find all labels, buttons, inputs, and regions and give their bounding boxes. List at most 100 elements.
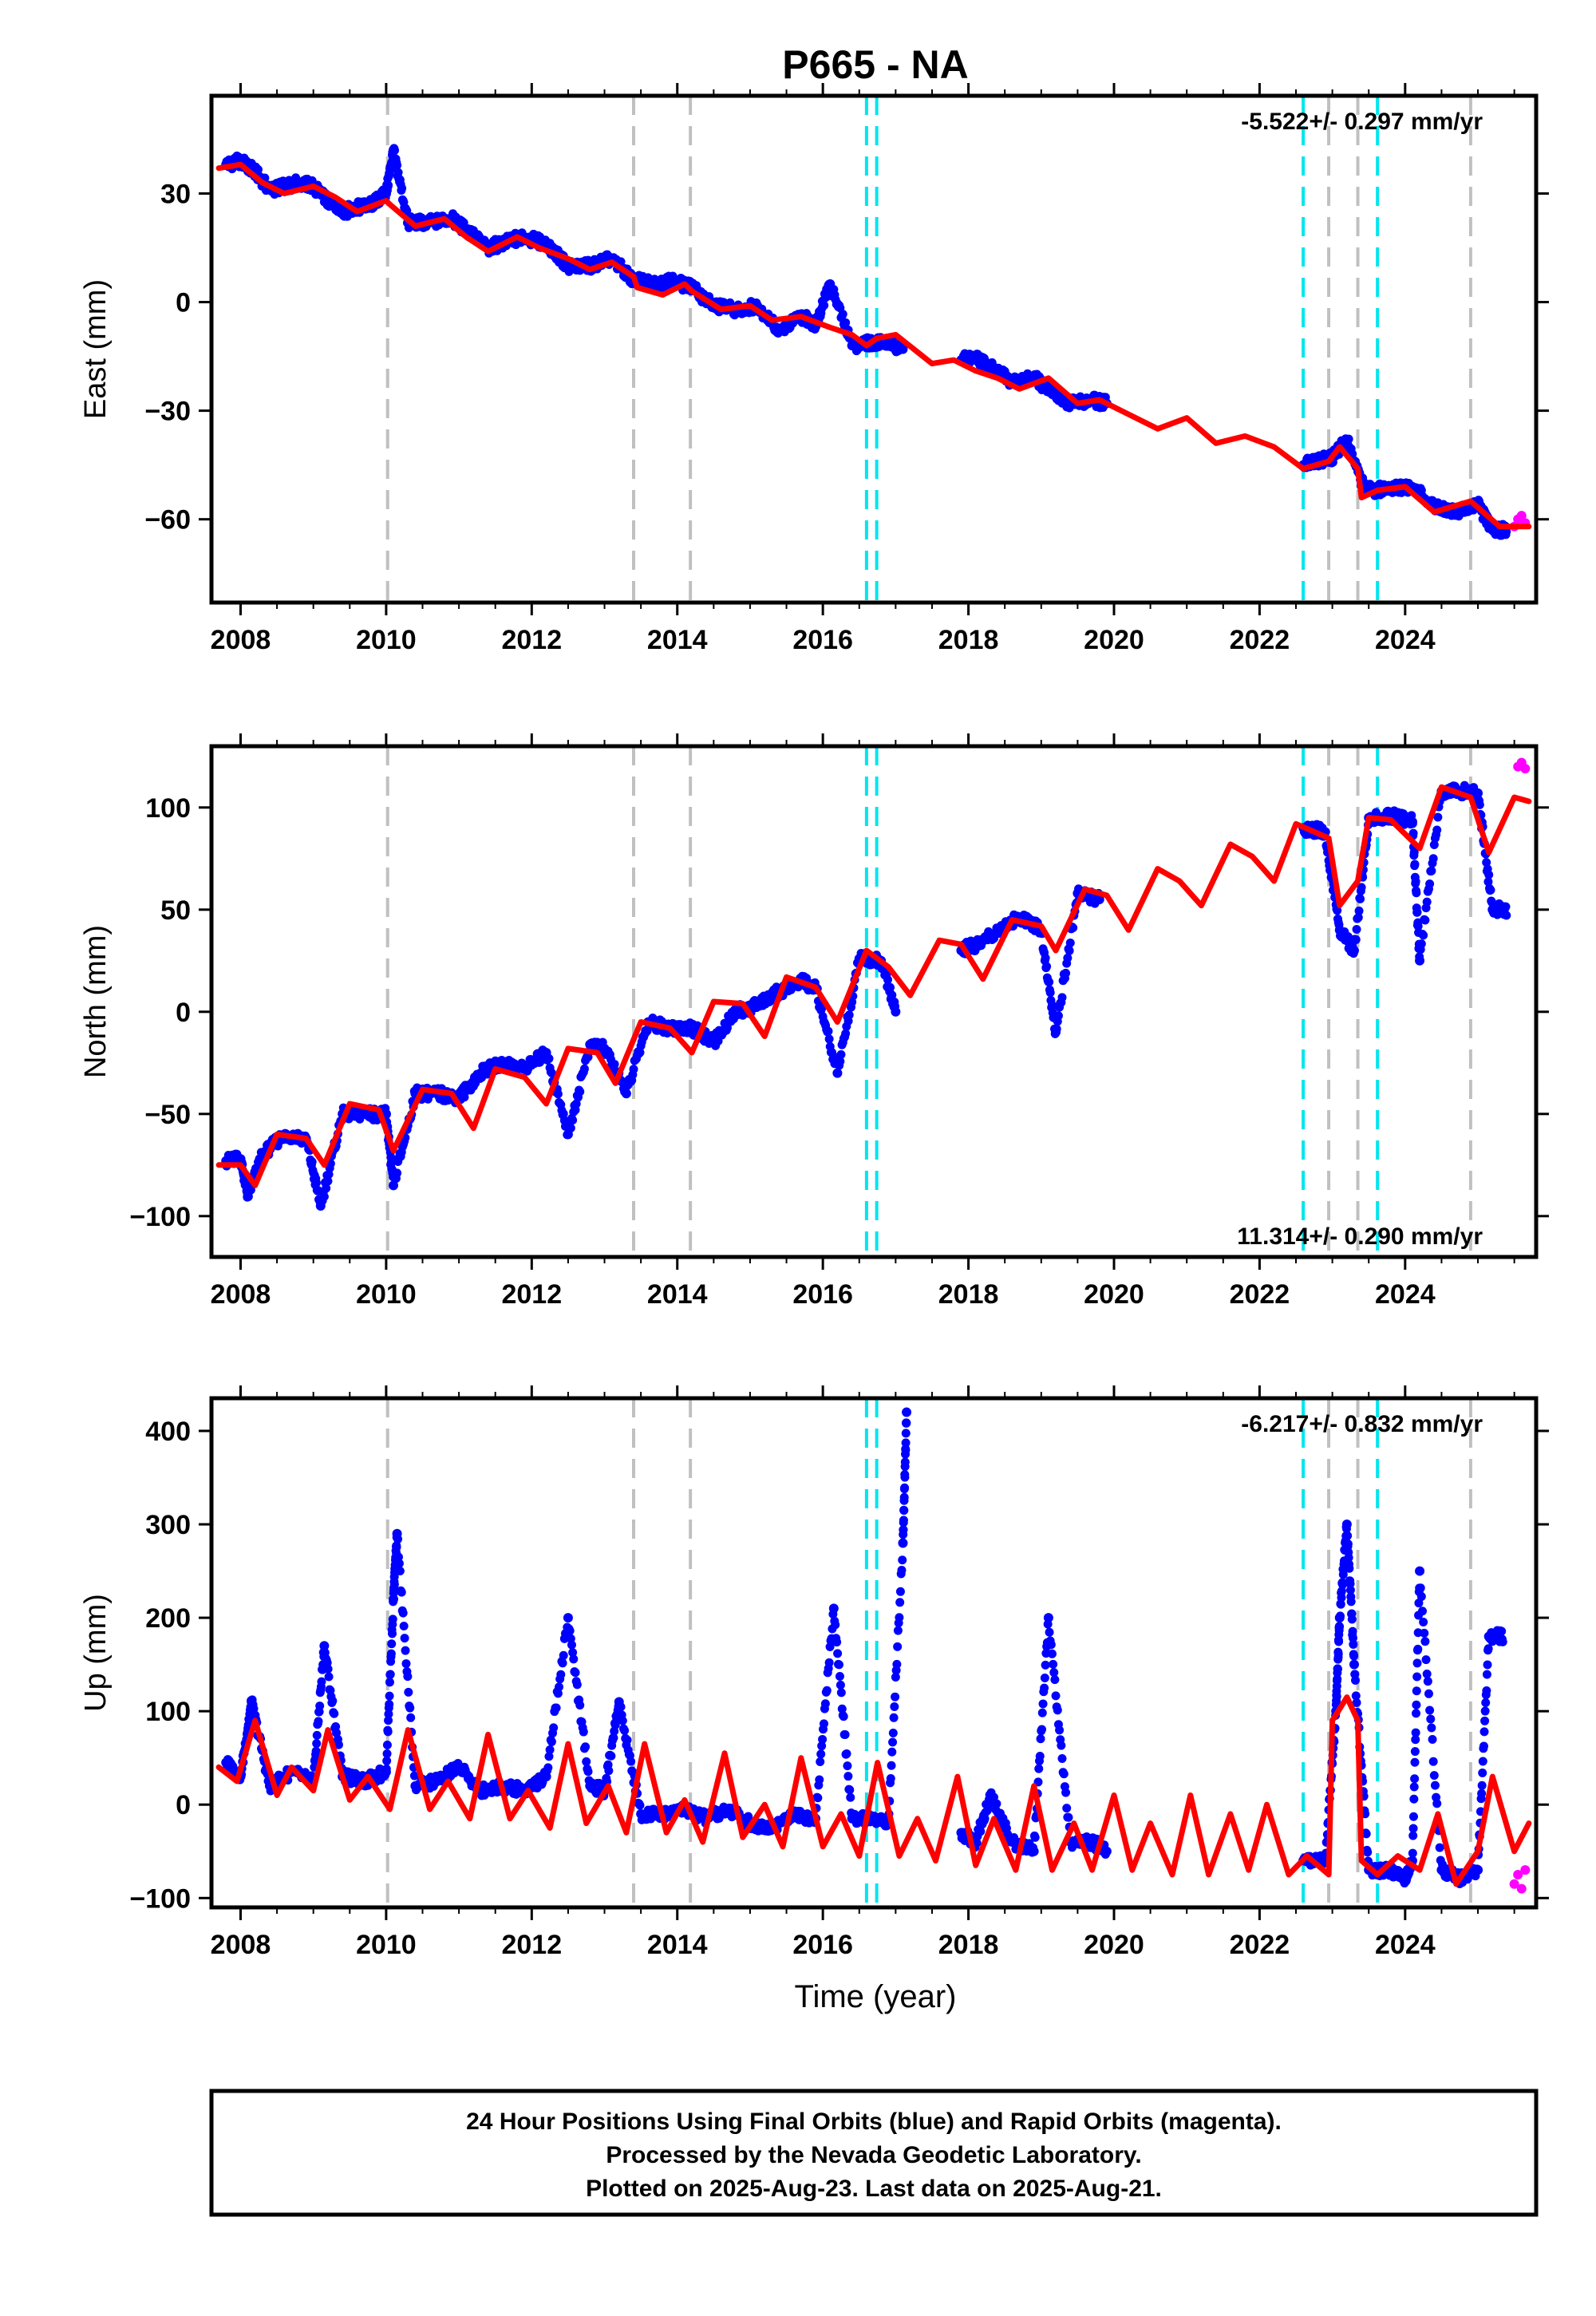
final-orbit-point — [393, 1168, 402, 1178]
final-orbit-point — [400, 1634, 409, 1643]
final-orbit-point — [892, 1659, 902, 1669]
final-orbit-point — [820, 301, 829, 310]
final-orbit-point — [1333, 1649, 1343, 1658]
figure-title: P665 - NA — [782, 42, 968, 87]
x-tick-label-up-1: 2010 — [356, 1930, 417, 1960]
final-orbit-point — [1059, 1769, 1069, 1779]
final-orbit-point — [844, 1010, 854, 1020]
final-orbit-point — [1045, 977, 1054, 986]
final-orbit-point — [610, 1059, 619, 1069]
x-tick-label-east-1: 2010 — [356, 625, 417, 655]
final-orbit-point — [898, 1555, 907, 1565]
final-orbit-point — [386, 1649, 396, 1658]
final-orbit-point — [558, 1658, 567, 1668]
final-orbit-point — [635, 1800, 645, 1810]
rapid-orbit-point — [1516, 1883, 1527, 1894]
x-tick-label-up-0: 2008 — [211, 1930, 271, 1960]
final-orbit-point — [1498, 1637, 1507, 1646]
final-orbit-point — [1480, 1716, 1490, 1725]
final-orbit-point — [898, 344, 908, 354]
final-orbit-point — [1040, 1683, 1049, 1693]
final-orbit-point — [815, 1775, 824, 1784]
x-tick-label-up-5: 2018 — [938, 1930, 999, 1960]
final-orbit-point — [838, 310, 847, 319]
final-orbit-point — [1034, 1764, 1044, 1773]
final-orbit-point — [1411, 877, 1420, 887]
final-orbit-point — [322, 1184, 331, 1193]
rate-annotation-north: 11.314+/- 0.290 mm/yr — [1237, 1223, 1483, 1250]
final-orbit-point — [563, 1613, 573, 1623]
x-tick-label-north-2: 2012 — [501, 1279, 562, 1310]
x-tick-label-north-3: 2014 — [647, 1279, 708, 1310]
event-lines-north — [385, 746, 1472, 1257]
final-orbit-point — [900, 1472, 910, 1482]
final-orbit-point — [1482, 1670, 1491, 1679]
final-orbit-point — [404, 1687, 413, 1697]
final-orbit-point — [1425, 879, 1435, 888]
x-tick-label-east-3: 2014 — [647, 625, 708, 655]
final-orbit-point — [1057, 1741, 1066, 1750]
final-orbit-point — [330, 1709, 339, 1718]
final-orbit-point — [323, 1664, 333, 1674]
final-orbit-point — [389, 1180, 399, 1191]
final-orbit-point — [388, 1614, 397, 1624]
final-orbit-point — [1420, 1637, 1430, 1646]
final-orbit-point — [385, 1691, 394, 1701]
final-orbit-point — [575, 1087, 585, 1097]
rate-annotation-east: -5.522+/- 0.297 mm/yr — [1241, 109, 1483, 135]
final-orbit-point — [564, 267, 574, 276]
final-orbit-point — [616, 1702, 626, 1712]
final-orbit-point — [1432, 825, 1442, 835]
y-tick-label-east-2: 0 — [176, 288, 191, 318]
final-orbit-point — [243, 1192, 253, 1201]
final-orbit-point — [1479, 1727, 1489, 1737]
final-orbit-point — [1408, 819, 1417, 828]
final-orbit-point — [846, 1792, 855, 1802]
final-orbit-point — [888, 1737, 898, 1747]
final-orbit-point — [1409, 1794, 1419, 1804]
final-orbit-point — [886, 1773, 895, 1783]
final-orbit-point — [1411, 1728, 1420, 1737]
final-orbit-point — [899, 1516, 908, 1525]
final-orbit-point — [895, 1587, 905, 1596]
caption-line-2: Processed by the Nevada Geodetic Laborat… — [606, 2142, 1141, 2168]
final-orbit-point — [841, 318, 851, 327]
final-orbit-point — [1412, 1700, 1421, 1709]
final-orbit-point — [1478, 1757, 1487, 1766]
final-orbit-point — [1356, 894, 1365, 903]
final-orbit-point — [393, 168, 403, 177]
final-orbit-point — [1428, 854, 1438, 864]
final-orbit-point — [886, 982, 895, 992]
y-tick-label-up-4: 300 — [145, 1510, 191, 1540]
final-orbit-point — [883, 975, 892, 985]
final-orbit-point — [324, 1672, 334, 1682]
final-orbit-point — [901, 1429, 911, 1438]
x-tick-label-east-6: 2020 — [1084, 625, 1144, 655]
final-orbit-point — [836, 1680, 845, 1690]
y-axis-label-east: East (mm) — [79, 279, 113, 419]
final-orbit-point — [1420, 1628, 1429, 1638]
final-orbit-point — [902, 1407, 912, 1417]
final-orbit-point — [246, 1185, 255, 1195]
y-tick-label-up-3: 200 — [145, 1603, 191, 1634]
final-orbit-point — [816, 1757, 825, 1766]
final-orbit-point — [1064, 1812, 1073, 1822]
final-orbit-point — [382, 1741, 392, 1750]
final-orbit-point — [551, 1703, 561, 1713]
rate-annotation-up: -6.217+/- 0.832 mm/yr — [1241, 1411, 1483, 1437]
final-orbit-point — [820, 1699, 830, 1709]
final-orbit-point — [890, 1702, 899, 1712]
final-orbit-point — [387, 1639, 397, 1649]
final-orbit-point — [1049, 1659, 1058, 1669]
final-orbit-point — [1347, 1614, 1357, 1624]
final-orbit-point — [565, 1626, 575, 1635]
x-tick-labels-east: 2008 2010 2012 2014 2016 2018 2020 2022 2024 — [211, 625, 1436, 655]
final-orbit-point — [1412, 1686, 1421, 1696]
rapid-orbit-point — [1520, 1865, 1531, 1875]
final-orbit-point — [1408, 1812, 1418, 1821]
final-orbit-point — [1415, 955, 1425, 966]
final-orbit-point — [836, 1688, 846, 1697]
final-orbit-point — [901, 1438, 911, 1448]
final-orbit-point — [1055, 1725, 1065, 1735]
final-orbit-point — [401, 1659, 411, 1669]
